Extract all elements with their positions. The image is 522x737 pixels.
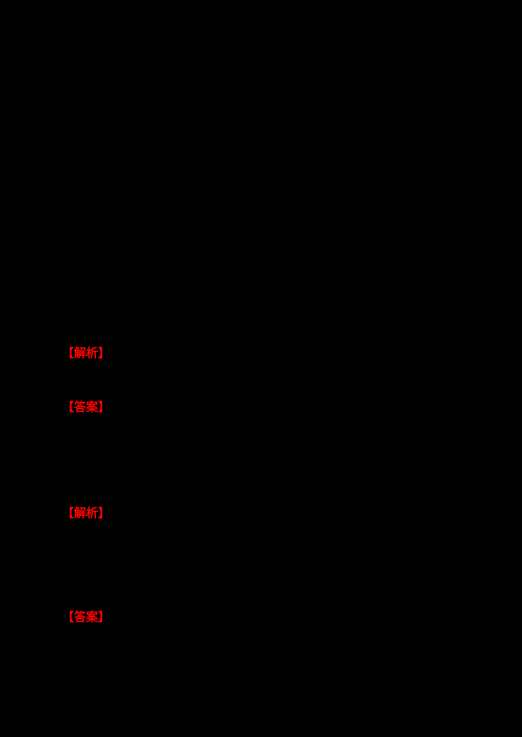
answer-label-2: 【答案】 [62,608,110,625]
analysis-label-1: 【解析】 [62,344,110,361]
answer-label-1: 【答案】 [62,398,110,415]
analysis-label-2: 【解析】 [62,504,110,521]
